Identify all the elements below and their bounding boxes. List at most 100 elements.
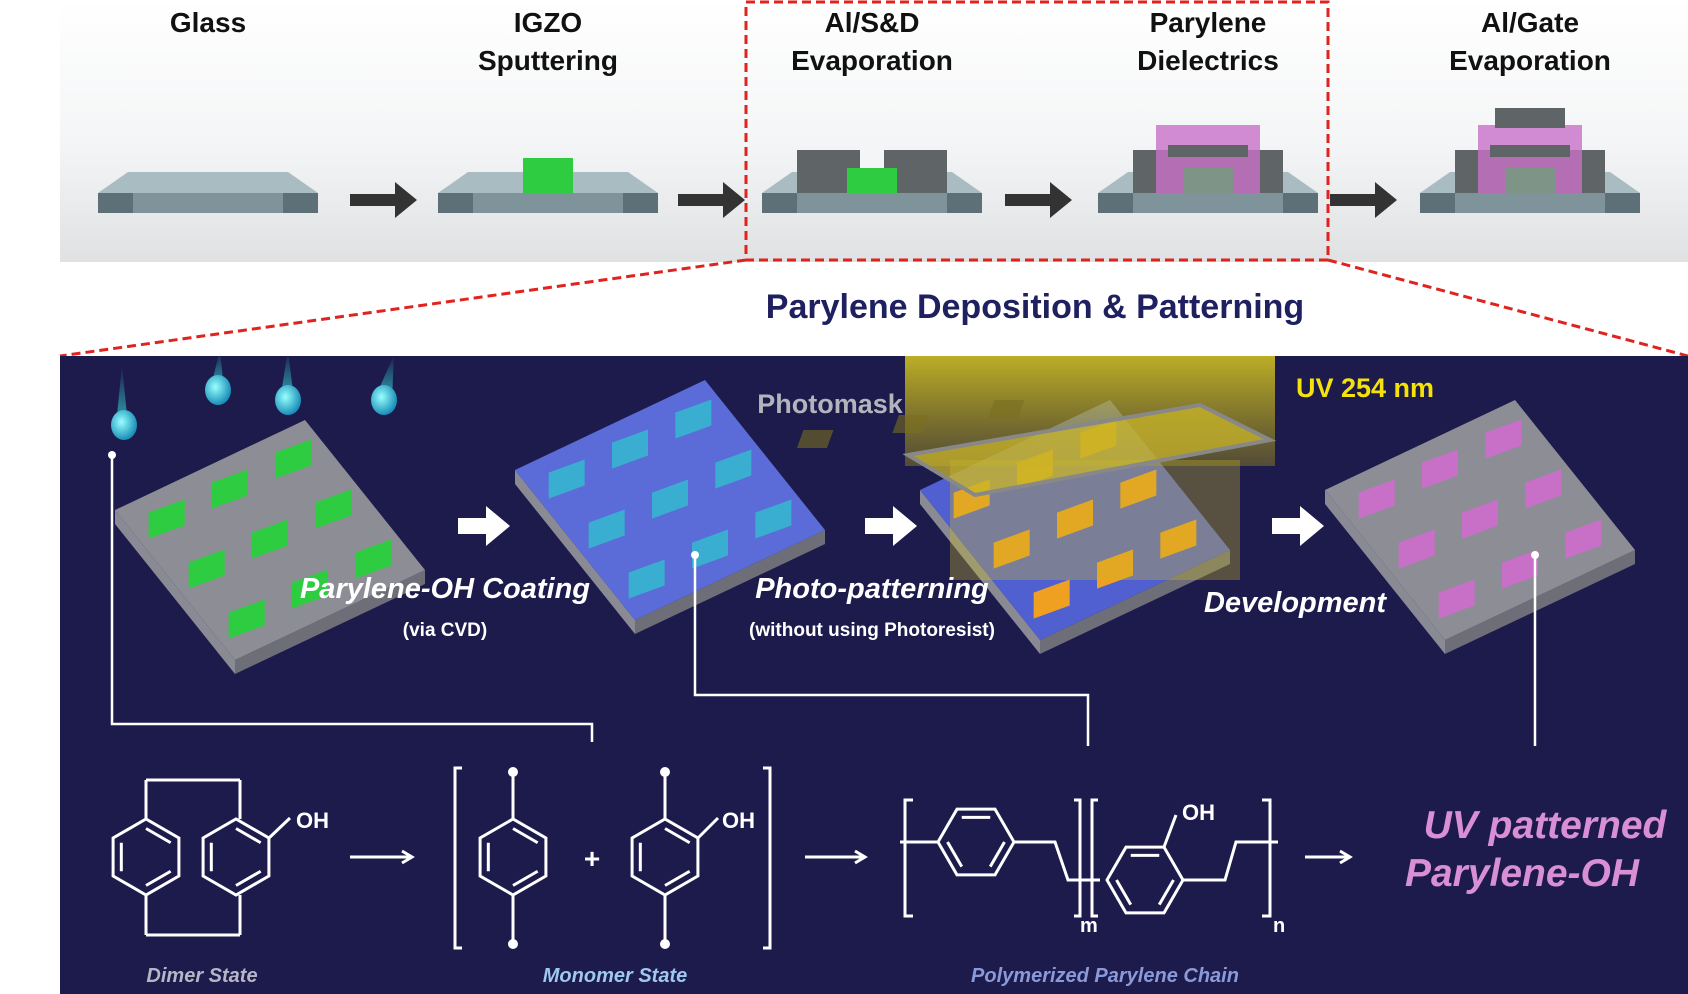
- step-gate-1: Al/Gate: [1481, 7, 1579, 38]
- uv-exposure: [796, 356, 1277, 498]
- chemical-structures: [111, 766, 1353, 950]
- device-cell: [188, 549, 225, 589]
- step-glass: Glass: [170, 7, 246, 38]
- igzo-layer: [847, 168, 897, 193]
- device-illustrations: [98, 108, 1640, 213]
- oh-label: OH: [722, 808, 755, 833]
- plus-sign: +: [584, 843, 600, 874]
- result-label-1: UV patterned: [1424, 804, 1668, 847]
- arrow-icon: [350, 182, 417, 218]
- device-cell: [1462, 499, 1498, 539]
- bond: [1183, 840, 1278, 882]
- section-title: Parylene Deposition & Patterning: [766, 288, 1304, 326]
- device-step-1: [98, 172, 318, 213]
- subscript-n: n: [1273, 915, 1285, 937]
- bracket: [903, 798, 913, 918]
- device-cell: [652, 479, 688, 519]
- arrow-icon: [865, 506, 917, 546]
- igzo-layer: [1505, 168, 1555, 193]
- device-cell: [675, 399, 712, 439]
- dimer-label: Dimer State: [146, 965, 257, 987]
- arrow-icon: [1005, 182, 1072, 218]
- glass-top: [98, 172, 318, 193]
- cvd-droplets: [111, 350, 397, 440]
- radical-dot: [660, 767, 670, 777]
- device-cell: [692, 529, 728, 569]
- igzo-layer: [523, 158, 573, 193]
- connector-lines: [110, 455, 1537, 746]
- device-cell: [1565, 519, 1602, 559]
- polymer-label: Polymerized Parylene Chain: [971, 965, 1239, 987]
- development-label: Development: [1204, 587, 1387, 619]
- coating-sub: (via CVD): [403, 620, 487, 641]
- droplet-icon: [371, 385, 397, 415]
- benzene-ring: [936, 807, 1016, 877]
- device-cell: [548, 459, 585, 499]
- bracket: [763, 766, 772, 950]
- device-cell: [1057, 499, 1093, 539]
- oh-label: OH: [1182, 800, 1215, 825]
- device-step-4: [1098, 125, 1318, 213]
- panel-arrows: [458, 506, 1324, 546]
- parylene-layer: [1478, 125, 1582, 193]
- igzo-layer: [1183, 168, 1233, 193]
- device-cell: [755, 499, 792, 539]
- droplet-icon: [111, 410, 137, 440]
- device-cell: [628, 559, 665, 599]
- substrate-initial: [115, 420, 425, 674]
- device-step-3: [762, 140, 982, 213]
- patterning-label: Photo-patterning: [755, 573, 989, 605]
- highlight-box: [59, 0, 1688, 358]
- coating-label: Parylene-OH Coating: [300, 573, 590, 605]
- radical-dot: [508, 939, 518, 949]
- monomer-label: Monomer State: [543, 965, 687, 987]
- droplet-icon: [275, 385, 301, 415]
- device-cell: [1502, 549, 1538, 589]
- device-step-5: [1420, 108, 1640, 213]
- arrow-head: [854, 849, 868, 865]
- device-cell: [275, 439, 312, 479]
- arrow-head: [401, 849, 415, 865]
- device-cell: [1160, 519, 1197, 559]
- arrow-icon: [1330, 182, 1397, 218]
- step-igzo-1: IGZO: [514, 7, 582, 38]
- photomask-label: Photomask: [757, 389, 904, 419]
- step-sd-1: Al/S&D: [825, 7, 920, 38]
- patterning-sub: (without using Photoresist): [749, 620, 995, 641]
- device-cell: [715, 449, 752, 489]
- benzene-ring: [1105, 845, 1185, 915]
- device-cell: [292, 569, 328, 609]
- arrow-icon: [1272, 506, 1324, 546]
- process-band: [60, 0, 1688, 262]
- arrow-head: [1339, 849, 1353, 865]
- device-cell: [588, 509, 625, 549]
- bond: [267, 816, 292, 840]
- device-cell: [1097, 549, 1133, 589]
- arrow-icon: [678, 182, 745, 218]
- radical-dot: [660, 939, 670, 949]
- substrate-coated: [515, 380, 825, 634]
- device-cell: [228, 599, 265, 639]
- gate-electrode: [1495, 108, 1565, 128]
- step-sd-2: Evaporation: [791, 45, 953, 76]
- photomask: [902, 402, 1277, 498]
- device-cell: [1358, 479, 1395, 519]
- chem-text: OH OH OH + m n: [296, 800, 1285, 937]
- device-cell: [1485, 419, 1522, 459]
- device-cell: [612, 429, 648, 469]
- device-cell: [315, 489, 352, 529]
- device-cell: [148, 499, 185, 539]
- device-step-2: [438, 158, 658, 213]
- bond: [696, 816, 720, 840]
- bond: [1014, 840, 1100, 882]
- device-cell: [1438, 579, 1475, 619]
- step-igzo-2: Sputtering: [478, 45, 618, 76]
- subscript-m: m: [1080, 915, 1098, 937]
- uv-label: UV 254 nm: [1296, 373, 1434, 403]
- bracket: [1090, 798, 1098, 918]
- device-cell: [355, 539, 392, 579]
- device-cell: [212, 469, 248, 509]
- process-arrows: [350, 182, 1397, 218]
